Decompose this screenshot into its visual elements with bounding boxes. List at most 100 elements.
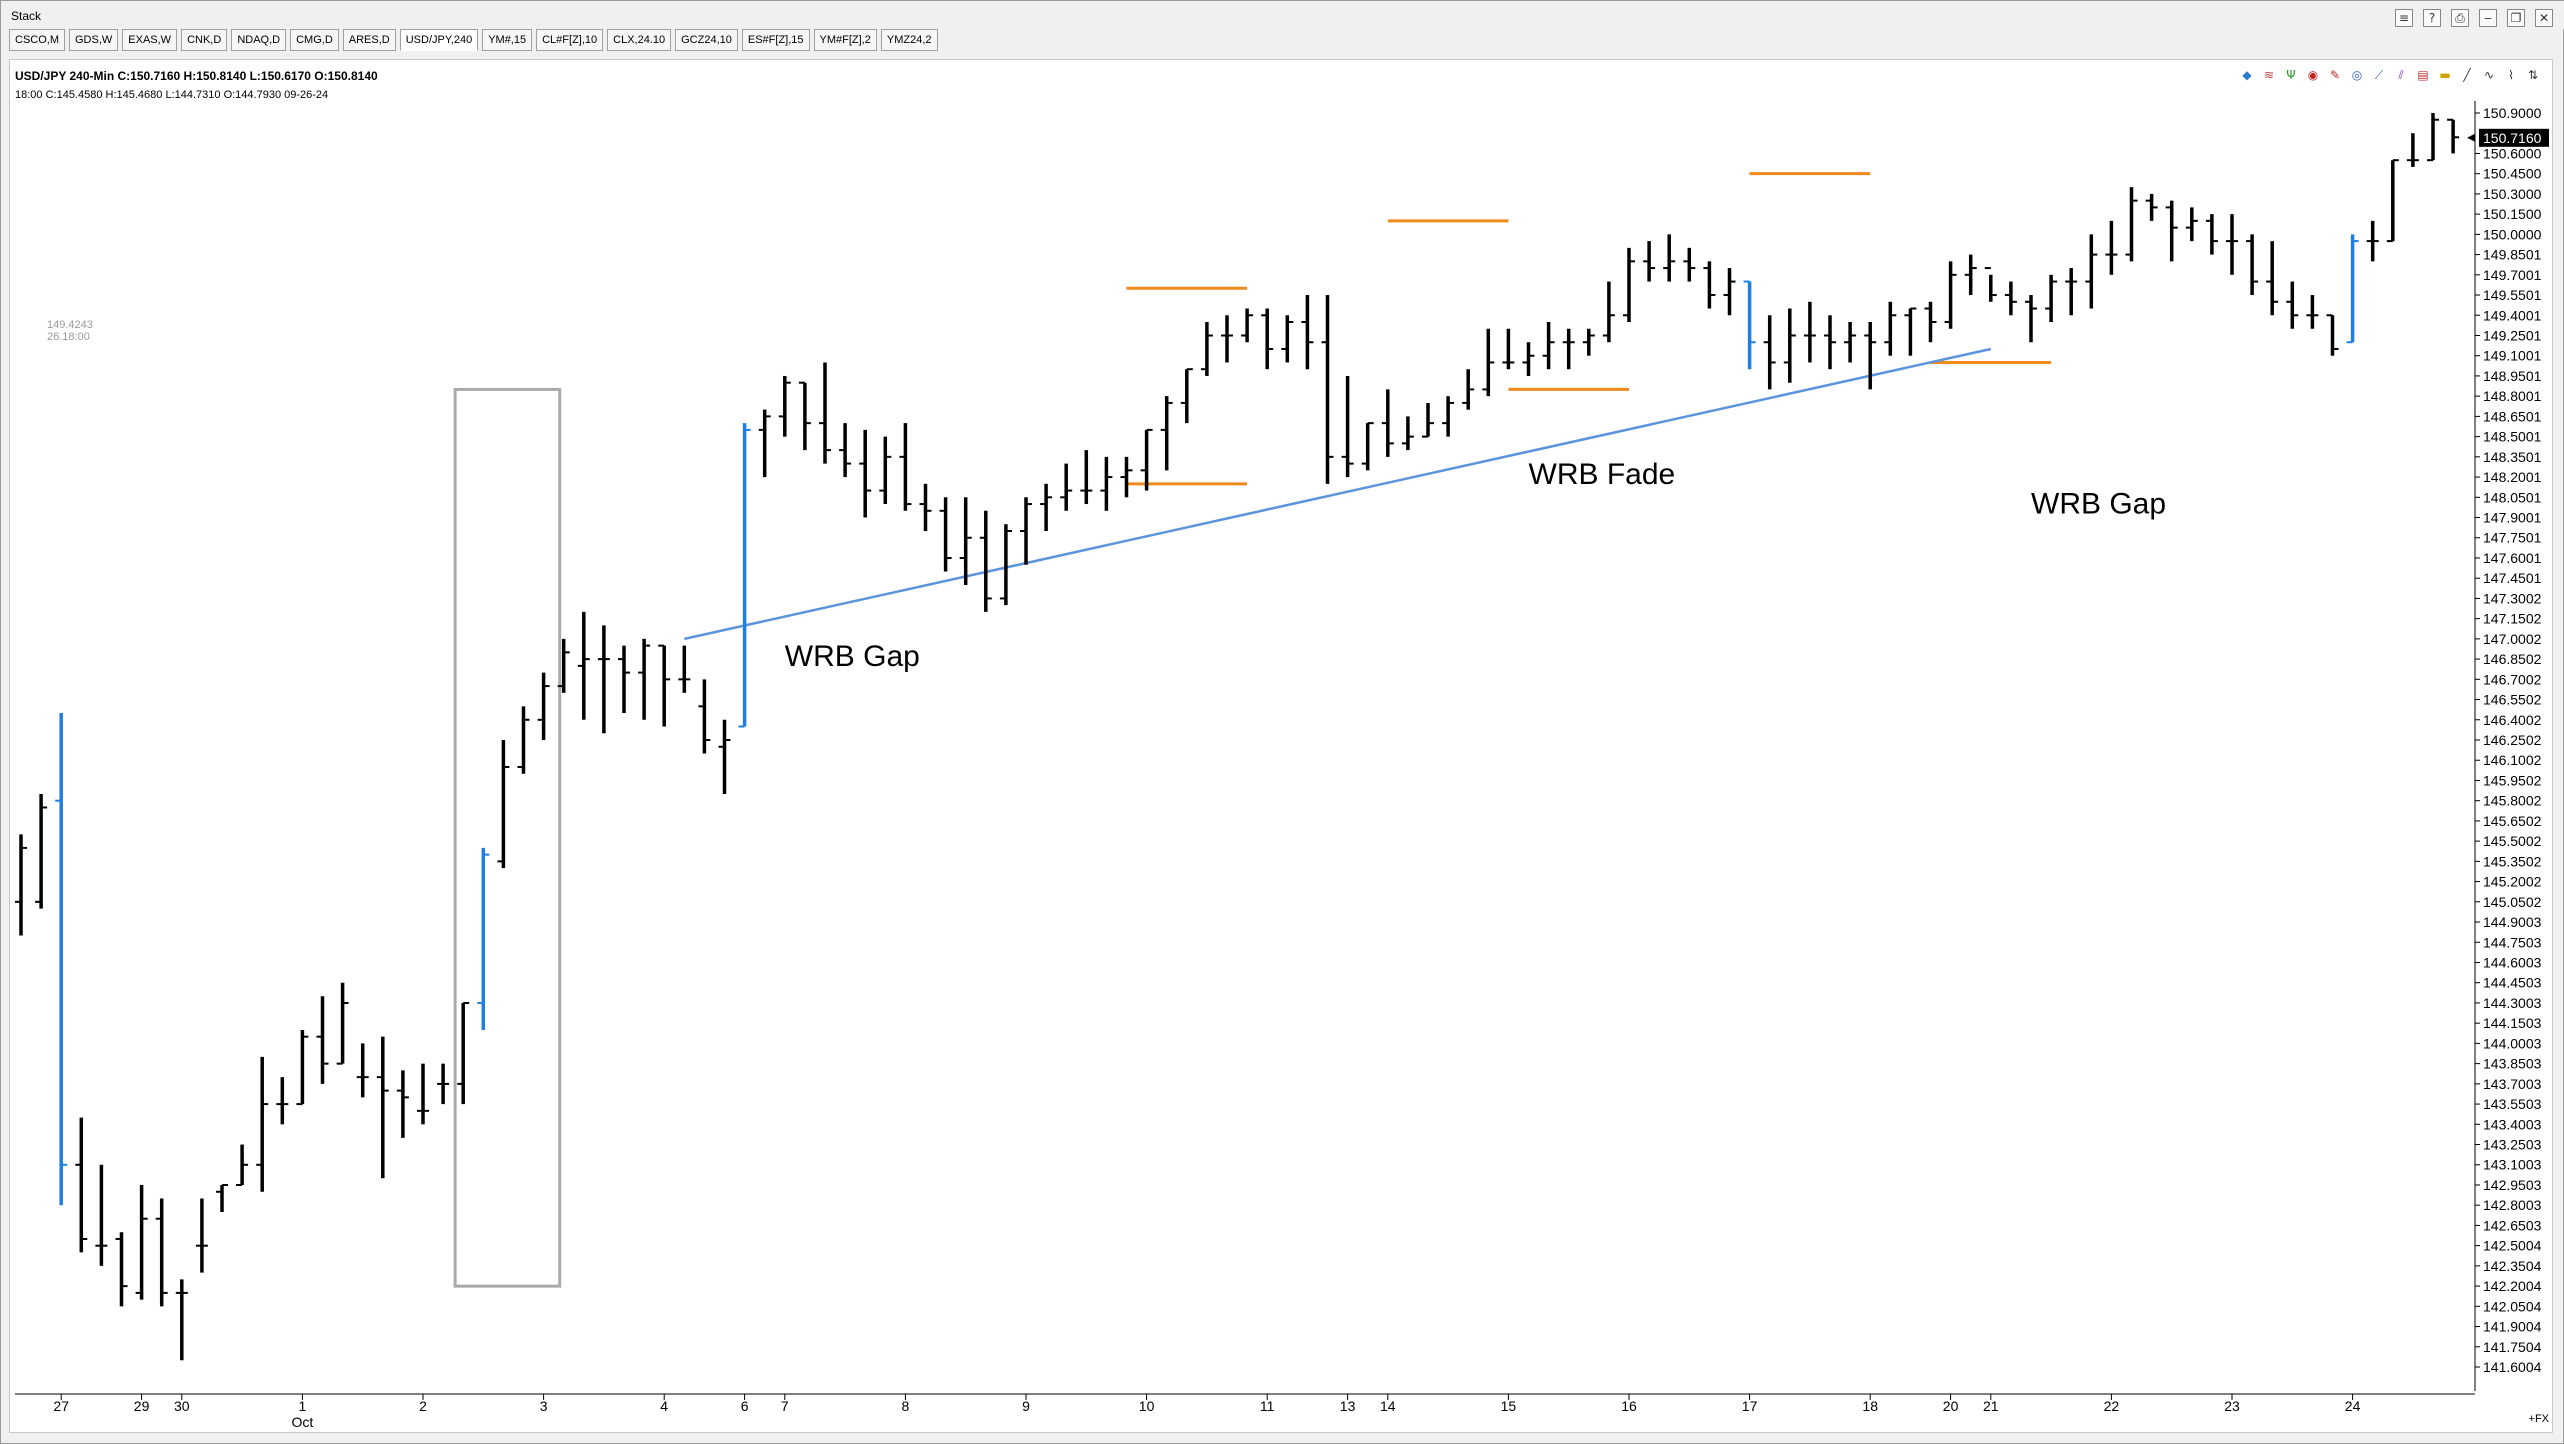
draw-icon[interactable]: ◆: [2242, 68, 2252, 82]
minimize-icon[interactable]: ‒: [2479, 9, 2497, 27]
fib-icon[interactable]: ≋: [2263, 68, 2275, 82]
wrb-bar: [1743, 280, 1756, 370]
ohlc-bar: [1964, 254, 1977, 296]
time-tick-label: 6: [741, 1398, 749, 1414]
price-tick-label: 144.4503: [2483, 975, 2542, 991]
bar-info-readout: 18:00 C:145.4580 H:145.4680 L:144.7310 O…: [15, 89, 329, 101]
ohlc-bar: [437, 1063, 450, 1105]
symbol-tab[interactable]: NDAQ,D: [231, 29, 287, 51]
price-tick-label: 149.7001: [2483, 267, 2542, 283]
wrb-bar: [55, 713, 68, 1206]
rect-icon[interactable]: ▤: [2417, 68, 2429, 82]
ohlc-bar: [316, 996, 329, 1084]
ohlc-bar: [457, 1001, 470, 1105]
chart-panel[interactable]: [9, 59, 2553, 1433]
symbol-tab[interactable]: ARES,D: [342, 29, 396, 51]
price-tick-label: 147.1502: [2483, 611, 2542, 627]
ohlc-bar: [1803, 301, 1816, 363]
ohlc-bar: [2125, 187, 2138, 262]
ohlc-bar: [2447, 118, 2460, 154]
ohlc-bar: [417, 1063, 429, 1125]
price-tick-label: 148.3501: [2483, 449, 2542, 465]
wrb-bar: [738, 423, 751, 728]
price-tick-label: 150.0000: [2483, 226, 2542, 242]
ohlc-bar: [1100, 456, 1113, 511]
hline-icon[interactable]: ⫽: [2398, 68, 2404, 82]
ohlc-bar: [1562, 328, 1575, 370]
price-tick-label: 146.7002: [2483, 671, 2542, 687]
symbol-tab[interactable]: GCZ24,10: [675, 29, 738, 51]
month-label: Oct: [292, 1414, 314, 1430]
symbol-tab[interactable]: CSCO,M: [9, 29, 65, 51]
price-tick-label: 143.8503: [2483, 1056, 2542, 1072]
symbol-header: USD/JPY 240-Min C:150.7160 H:150.8140 L:…: [15, 69, 378, 83]
ohlc-bar: [1542, 322, 1555, 370]
price-tick-label: 142.2004: [2483, 1278, 2542, 1294]
symbol-tab[interactable]: CNK,D: [181, 29, 228, 51]
restore-icon[interactable]: ❐: [2507, 9, 2525, 27]
ohlc-bar: [1200, 322, 1213, 376]
symbol-tab[interactable]: YM#F[Z],2: [813, 29, 877, 51]
price-tick-label: 142.3504: [2483, 1258, 2542, 1274]
ohlc-bar: [1140, 428, 1153, 491]
line-icon[interactable]: ▬: [2439, 68, 2451, 82]
target-icon[interactable]: ◎: [2351, 68, 2363, 82]
ohlc-bar: [2427, 113, 2439, 162]
ohlc-bar: [1160, 396, 1173, 471]
ohlc-bar: [2165, 200, 2178, 262]
trend-icon[interactable]: ⌇: [2508, 68, 2514, 82]
time-tick-label: 1: [299, 1398, 307, 1414]
vline-icon[interactable]: ╱: [2463, 68, 2471, 82]
price-tick-label: 150.4500: [2483, 166, 2542, 182]
ohlc-bar: [678, 645, 691, 693]
price-tick-label: 146.4002: [2483, 712, 2542, 728]
ohlc-bar: [537, 672, 550, 741]
brush-icon[interactable]: ✎: [2329, 68, 2341, 82]
time-tick-label: 29: [134, 1398, 150, 1414]
ray-icon[interactable]: ⟋: [2374, 68, 2384, 82]
price-tick-label: 141.6004: [2483, 1359, 2542, 1375]
magnet-icon[interactable]: ⇅: [2527, 68, 2539, 82]
ohlc-bar: [2406, 133, 2419, 167]
ohlc-bar: [1180, 368, 1193, 424]
ohlc-bar: [919, 483, 932, 532]
ohlc-bar: [336, 982, 349, 1065]
pitchfork-icon[interactable]: Ψ: [2286, 68, 2296, 82]
symbol-tab[interactable]: ES#F[Z],15: [741, 29, 810, 51]
time-tick-label: 27: [53, 1398, 69, 1414]
price-tick-label: 148.5001: [2483, 429, 2542, 445]
circle-icon[interactable]: ◉: [2307, 68, 2319, 82]
list-icon[interactable]: ≡: [2395, 9, 2413, 27]
time-tick-label: 30: [174, 1398, 190, 1414]
time-tick-label: 3: [540, 1398, 548, 1414]
symbol-tab[interactable]: YMZ24,2: [880, 29, 938, 51]
time-tick-label: 8: [902, 1398, 910, 1414]
ohlc-bar: [2266, 241, 2279, 316]
ohlc-bar: [758, 409, 771, 478]
symbol-tab[interactable]: CMG,D: [290, 29, 339, 51]
price-tick-label: 144.7503: [2483, 934, 2542, 950]
ohlc-bar: [2065, 268, 2078, 316]
arrows-icon[interactable]: ∿: [2483, 68, 2495, 82]
ohlc-bar: [557, 638, 570, 693]
price-tick-label: 143.4003: [2483, 1116, 2542, 1132]
price-tick-label: 149.1001: [2483, 348, 2542, 364]
symbol-tab[interactable]: YM#,15: [482, 29, 533, 51]
print-icon[interactable]: ⎙: [2451, 9, 2469, 27]
symbol-tab[interactable]: EXAS,W: [122, 29, 178, 51]
symbol-tab[interactable]: CLX,24.10: [607, 29, 672, 51]
help-icon[interactable]: ?: [2423, 9, 2441, 27]
ohlc-bar: [1783, 308, 1796, 383]
last-price-box: [2479, 128, 2549, 147]
symbol-tab[interactable]: CL#F[Z],10: [536, 29, 604, 51]
close-icon[interactable]: ✕: [2535, 9, 2553, 27]
price-tick-label: 145.2002: [2483, 874, 2542, 890]
time-tick-label: 9: [1022, 1398, 1030, 1414]
ohlc-bar: [859, 429, 872, 518]
symbol-tab[interactable]: GDS,W: [69, 29, 119, 51]
annotation-label: WRB Fade: [1529, 458, 1676, 491]
cursor-readout: 149.4243 26.18:00: [47, 319, 93, 343]
symbol-tab[interactable]: USD/JPY,240: [399, 29, 479, 51]
